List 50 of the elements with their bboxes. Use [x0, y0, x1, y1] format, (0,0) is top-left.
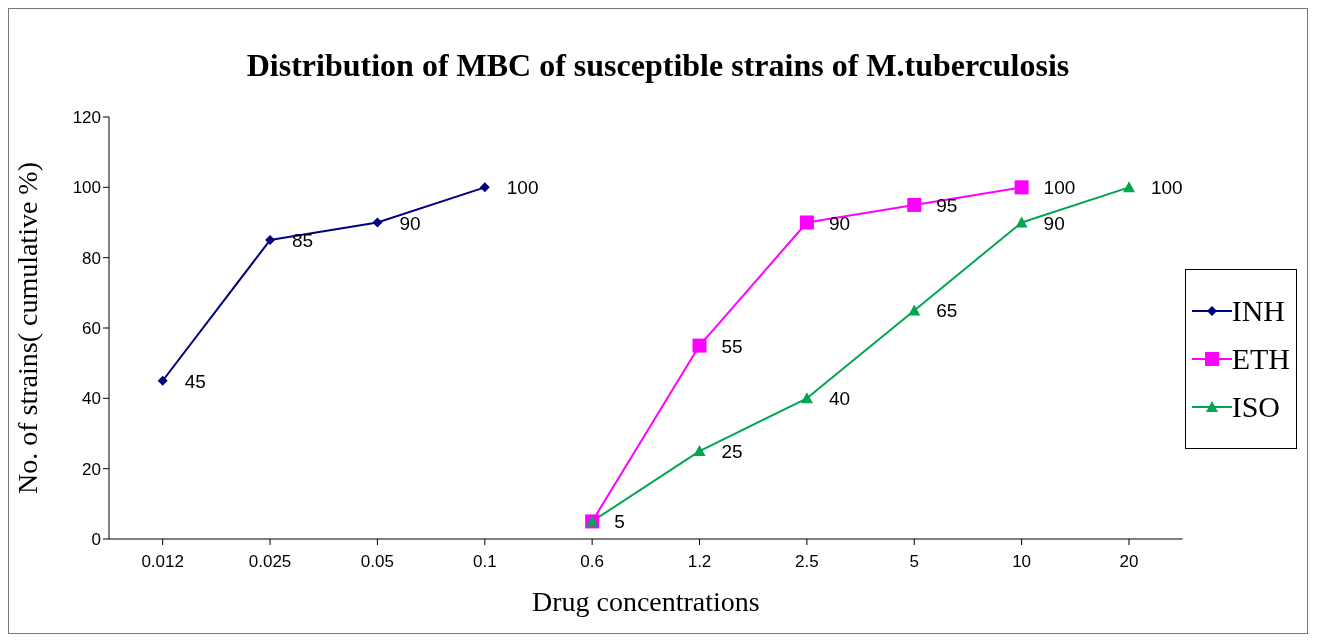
- point: [799, 215, 814, 230]
- data-label: 25: [721, 441, 743, 463]
- y-tick-label: 40: [82, 389, 101, 409]
- data-label: 100: [506, 177, 539, 199]
- x-axis-title: Drug concentrations: [531, 586, 760, 617]
- x-tick-label: 0.05: [360, 552, 394, 572]
- point: [907, 197, 922, 212]
- data-label: 95: [936, 194, 958, 216]
- point: [265, 235, 276, 246]
- x-tick-label: 0.012: [141, 552, 184, 572]
- data-label: 85: [292, 230, 314, 252]
- chart-title: Distribution of MBC of susceptible strains of M.tuberculosis: [245, 46, 1071, 85]
- x-tick-label: 0.025: [248, 552, 292, 572]
- y-tick-label: 60: [82, 319, 101, 339]
- point: [693, 445, 706, 457]
- x-tick-label: 5: [909, 552, 919, 572]
- point: [372, 217, 383, 228]
- y-tick-label: 100: [72, 178, 101, 198]
- legend-label: ISO: [1231, 390, 1281, 424]
- y-tick-label: 20: [82, 459, 101, 479]
- x-tick-label: 0.1: [472, 552, 497, 572]
- data-label: 100: [1043, 177, 1076, 199]
- data-label: 90: [399, 212, 421, 234]
- point: [157, 375, 168, 386]
- data-label: 5: [614, 511, 625, 533]
- y-tick-label: 80: [82, 248, 101, 268]
- data-label: 100: [1150, 177, 1183, 199]
- point: [908, 304, 921, 316]
- data-label: 45: [184, 370, 206, 392]
- x-tick-label: 2.5: [795, 552, 819, 572]
- point: [1015, 216, 1028, 228]
- y-tick-label: 0: [91, 530, 101, 550]
- legend-label: ETH: [1231, 342, 1290, 376]
- point: [479, 182, 490, 193]
- x-tick-label: 20: [1119, 552, 1139, 572]
- data-label: 55: [721, 335, 743, 357]
- y-tick-label: 120: [72, 108, 101, 128]
- data-label: 40: [828, 388, 851, 410]
- legend-label: INH: [1231, 294, 1285, 328]
- point: [1014, 180, 1029, 195]
- x-tick-label: 10: [1012, 552, 1032, 572]
- point: [1122, 181, 1135, 193]
- x-tick-label: 0.6: [580, 552, 604, 572]
- data-label: 90: [828, 212, 851, 234]
- data-label: 90: [1043, 212, 1065, 234]
- data-label: 65: [936, 300, 958, 322]
- point: [800, 392, 813, 404]
- y-axis-title: No. of strains( cumulative %): [11, 161, 43, 495]
- point: [692, 338, 707, 353]
- x-tick-label: 1.2: [687, 552, 712, 572]
